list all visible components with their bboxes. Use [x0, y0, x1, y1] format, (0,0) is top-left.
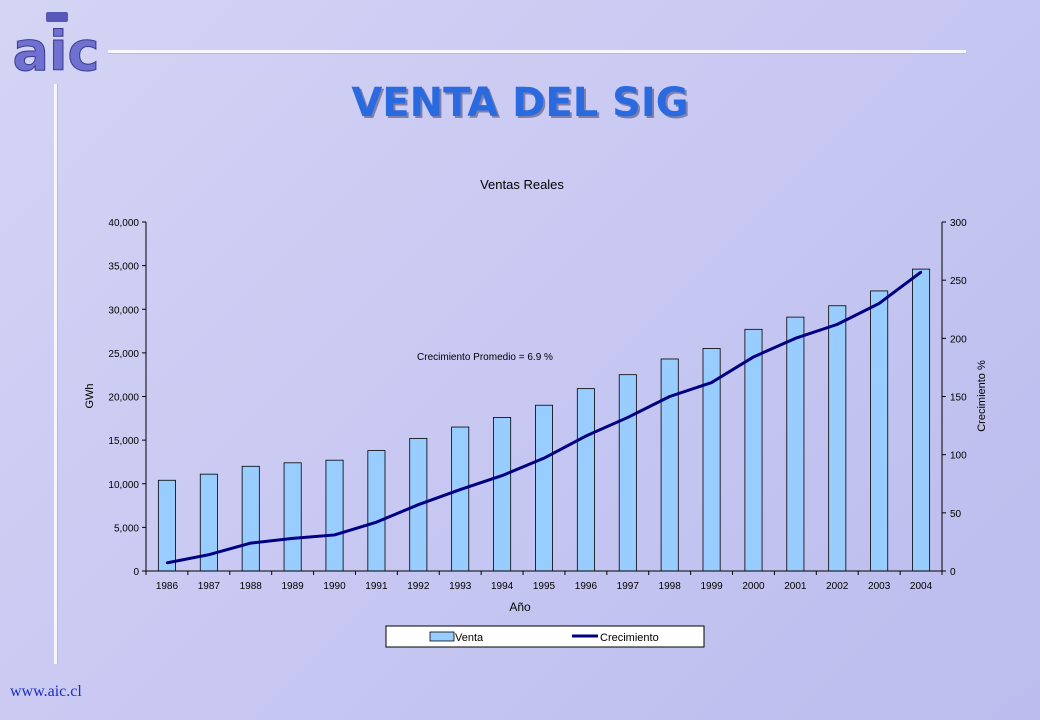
point-crecimiento [836, 323, 839, 326]
point-crecimiento [919, 270, 923, 274]
y-tick-label: 15,000 [108, 436, 139, 447]
svg-text:aic: aic [13, 20, 100, 76]
bar-venta [367, 450, 386, 572]
point-crecimiento [584, 434, 588, 438]
y-axis-label: GWh [84, 383, 96, 408]
y2-tick-label: 100 [950, 451, 967, 462]
point-crecimiento [207, 553, 211, 556]
slide-title: VENTA DEL SIG [351, 80, 689, 126]
y-tick-label: 10,000 [108, 480, 139, 491]
legend-label-crecimiento: Crecimiento [600, 632, 659, 644]
legend-swatch-venta [429, 631, 455, 642]
x-tick-label: 2003 [868, 581, 891, 592]
x-tick-label: 1993 [449, 581, 472, 592]
bar-venta [786, 316, 805, 572]
x-tick-label: 1994 [491, 581, 514, 592]
point-crecimiento [417, 503, 420, 506]
point-crecimiento [542, 456, 546, 460]
point-crecimiento [877, 302, 881, 305]
y-tick-label: 40,000 [108, 218, 139, 229]
point-crecimiento [459, 488, 462, 491]
y-tick-label: 20,000 [108, 393, 139, 404]
point-crecimiento [500, 474, 504, 477]
y2-tick-label: 250 [950, 276, 967, 287]
point-crecimiento [626, 416, 629, 419]
aic-logo: aic [12, 12, 100, 76]
bar-venta [618, 374, 637, 572]
x-tick-label: 1989 [282, 581, 305, 592]
footer-url: www.aic.cl [10, 683, 82, 700]
bar-venta [283, 462, 302, 572]
point-crecimiento [333, 533, 336, 537]
x-tick-label: 1987 [198, 581, 221, 592]
x-tick-label: 1996 [575, 581, 598, 592]
bar-venta [493, 417, 512, 572]
bar-venta [451, 426, 470, 572]
bar-venta [325, 459, 344, 572]
x-tick-label: 1992 [407, 581, 430, 592]
y2-tick-label: 50 [950, 509, 962, 520]
bar-venta [744, 328, 763, 572]
y2-axis-label: Crecimiento % [976, 360, 988, 432]
point-crecimiento [165, 561, 169, 565]
bar-venta [660, 358, 679, 572]
x-tick-label: 2002 [826, 581, 849, 592]
x-tick-label: 2000 [742, 581, 765, 592]
bar-venta [828, 305, 847, 572]
y-tick-label: 35,000 [108, 262, 139, 273]
x-tick-label: 1998 [659, 581, 682, 592]
point-crecimiento [249, 541, 252, 545]
chart-annotation: Crecimiento Promedio = 6.9 % [417, 352, 553, 363]
point-crecimiento [752, 355, 755, 359]
side-rule [54, 84, 57, 664]
point-crecimiento [668, 395, 671, 398]
bar-venta [912, 268, 931, 572]
bar-venta [157, 479, 176, 572]
header-rule [108, 50, 966, 53]
x-tick-label: 1986 [156, 581, 179, 592]
x-tick-label: 1997 [617, 581, 640, 592]
x-tick-label: 2004 [910, 581, 933, 592]
y-tick-label: 0 [133, 567, 139, 578]
y-tick-label: 5,000 [114, 523, 139, 534]
y2-tick-label: 300 [950, 218, 967, 229]
x-tick-label: 2001 [784, 581, 807, 592]
x-tick-label: 1991 [365, 581, 388, 592]
point-crecimiento [794, 337, 797, 340]
bar-venta [870, 290, 889, 572]
y-tick-label: 30,000 [108, 305, 139, 316]
x-tick-label: 1999 [700, 581, 723, 592]
x-tick-label: 1995 [533, 581, 556, 592]
point-crecimiento [710, 381, 713, 384]
chart-legend: Venta Crecimiento [385, 625, 705, 648]
x-axis-label: Año [509, 600, 531, 614]
bar-venta [576, 388, 595, 572]
y-tick-label: 25,000 [108, 349, 139, 360]
y2-tick-label: 200 [950, 334, 967, 345]
x-tick-label: 1988 [240, 581, 263, 592]
bar-venta [241, 465, 260, 572]
point-crecimiento [375, 520, 378, 524]
y2-tick-label: 0 [950, 567, 956, 578]
point-crecimiento [291, 537, 294, 540]
bar-venta [535, 404, 553, 572]
y2-tick-label: 150 [950, 393, 967, 404]
legend-label-venta: Venta [455, 632, 484, 644]
chart-title: Ventas Reales [480, 177, 564, 192]
x-tick-label: 1990 [323, 581, 346, 592]
